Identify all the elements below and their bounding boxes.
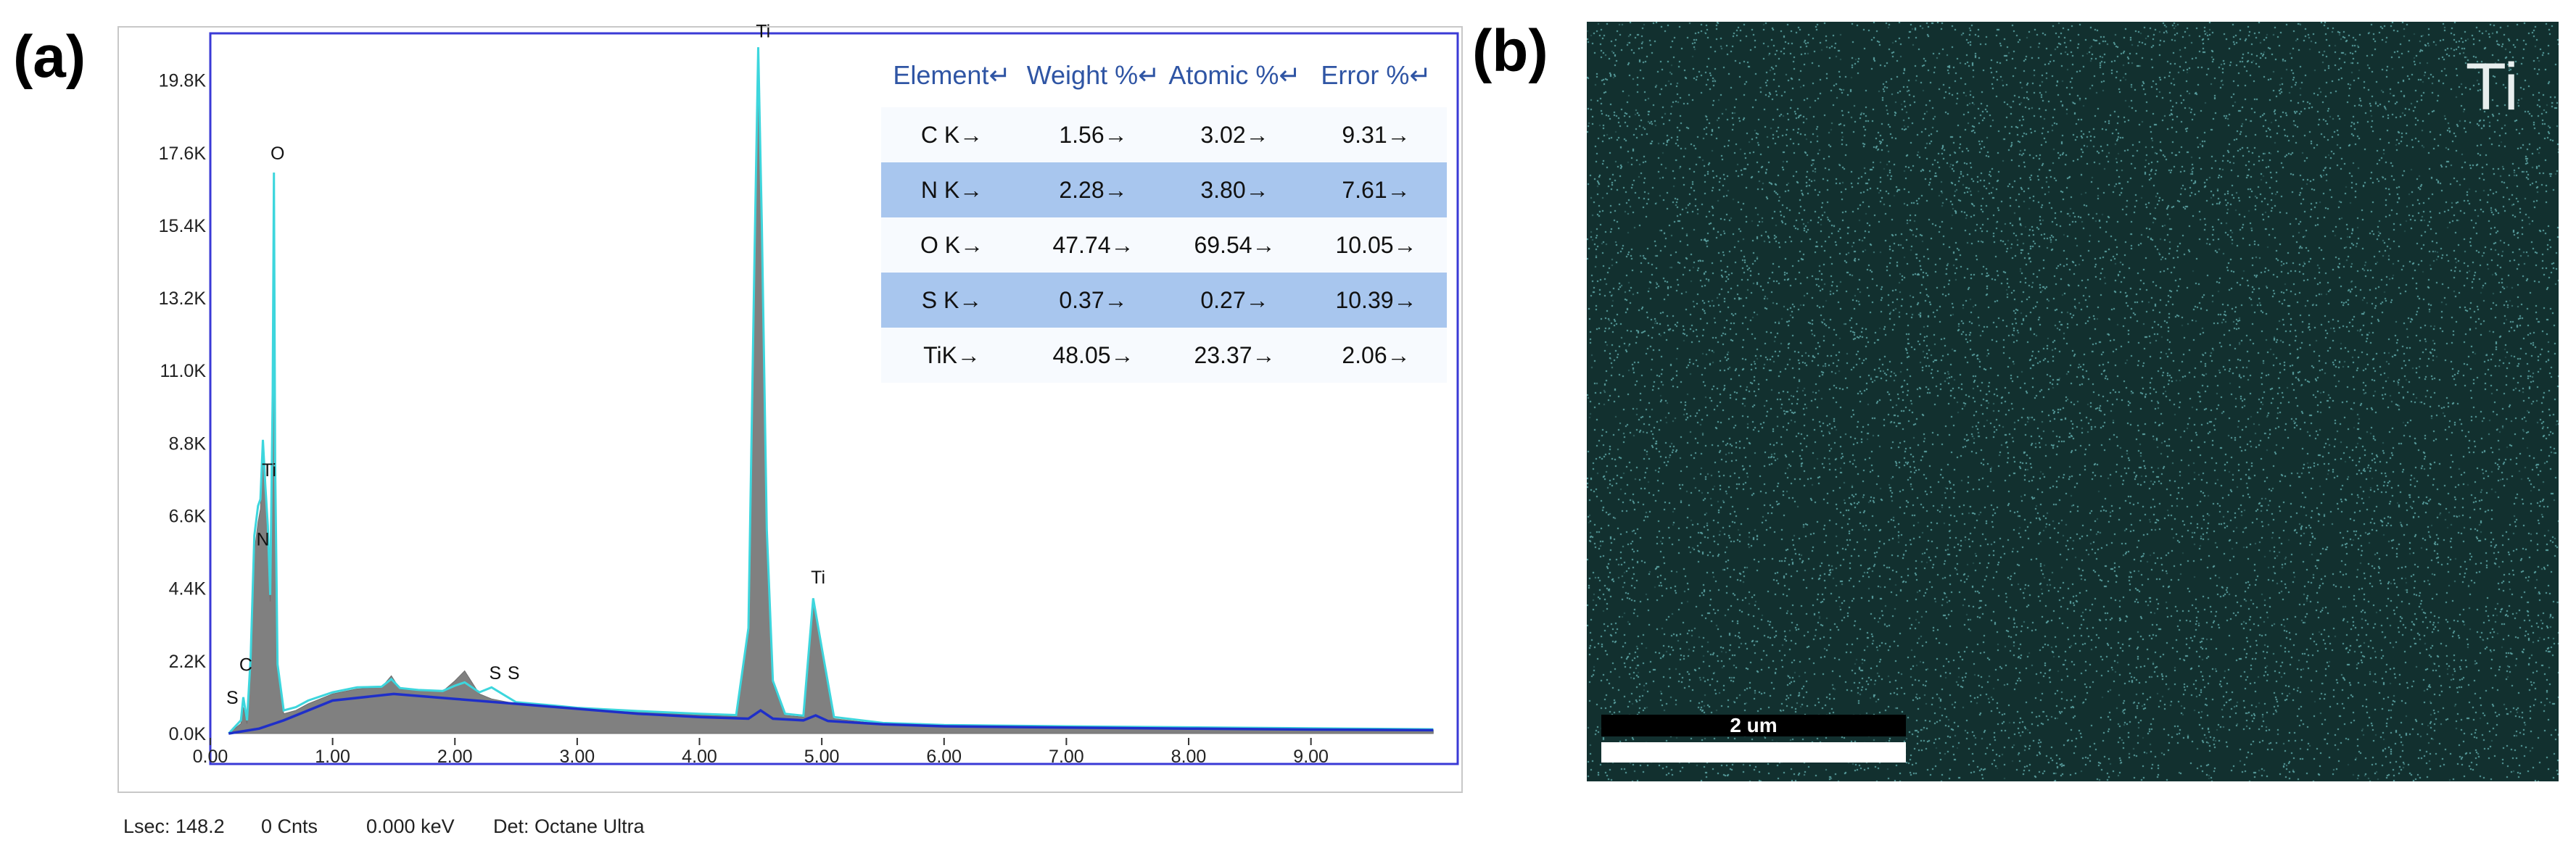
table-row: C K→ 1.56→ 3.02→ 9.31→ xyxy=(881,107,1447,162)
table-cell: 2.28→ xyxy=(1059,176,1128,203)
peak-label: N xyxy=(256,530,269,550)
peak-label: Ti xyxy=(756,21,770,41)
table-cell: 7.61→ xyxy=(1342,176,1411,203)
table-row: O K→ 47.74→ 69.54→ 10.05→ xyxy=(881,217,1447,273)
table-cell: 23.37→ xyxy=(1194,341,1276,368)
x-tick-label: 9.00 xyxy=(1293,747,1329,767)
table-cell: 9.31→ xyxy=(1342,121,1411,148)
table-row: TiK→ 48.05→ 23.37→ 2.06→ xyxy=(881,328,1447,383)
table-cell: TiK→ xyxy=(923,341,981,368)
status-detector: Det: Octane Ultra xyxy=(493,815,645,837)
peak-label: C xyxy=(239,655,252,676)
table-cell: 10.39→ xyxy=(1335,286,1417,313)
y-tick-label: 4.4K xyxy=(169,579,207,599)
spectrum-outline-series xyxy=(228,47,1434,735)
background-fit-series xyxy=(228,692,1434,735)
quantification-table: Element↵ Weight %↵ Atomic %↵ Error %↵ C … xyxy=(881,43,1447,383)
x-tick-label: 2.00 xyxy=(437,747,473,767)
peak-label: Ti xyxy=(262,460,276,481)
y-tick-label: 15.4K xyxy=(159,216,207,236)
y-tick-label: 6.6K xyxy=(169,507,207,527)
peak-label: O xyxy=(271,144,284,164)
x-tick-label: 3.00 xyxy=(560,747,595,767)
scale-bar-label: 2 um xyxy=(1601,715,1906,736)
map-image xyxy=(1587,22,2559,781)
table-cell: 47.74→ xyxy=(1052,231,1134,258)
y-tick-label: 19.8K xyxy=(159,71,207,91)
x-tick-label: 5.00 xyxy=(804,747,840,767)
table-cell: S K→ xyxy=(921,286,983,313)
table-cell: 69.54→ xyxy=(1194,231,1276,258)
panel-label-b: (b) xyxy=(1472,18,1548,84)
scale-bar: 2 um xyxy=(1601,715,1906,767)
table-cell: O K→ xyxy=(920,231,984,258)
y-tick-label: 8.8K xyxy=(169,433,207,454)
table-cell: N K→ xyxy=(920,176,983,203)
table-cell: 0.27→ xyxy=(1200,286,1269,313)
table-cell: 3.02→ xyxy=(1200,121,1269,148)
table-cell: 48.05→ xyxy=(1052,341,1134,368)
ti-element-map: Ti 2 um xyxy=(1587,22,2559,781)
x-tick-label: 6.00 xyxy=(926,747,962,767)
header-weight: Weight %↵ xyxy=(1026,60,1160,90)
map-element-label: Ti xyxy=(2465,50,2519,124)
header-element: Element↵ xyxy=(893,60,1011,90)
plot-area-border xyxy=(209,32,1459,765)
table-row: N K→ 2.28→ 3.80→ 7.61→ xyxy=(881,162,1447,217)
table-cell: 10.05→ xyxy=(1335,231,1417,258)
table-row: S K→ 0.37→ 0.27→ 10.39→ xyxy=(881,273,1447,328)
peak-label: Ti xyxy=(811,568,825,588)
x-tick-label: 4.00 xyxy=(682,747,717,767)
y-tick-label: 0.0K xyxy=(169,724,207,744)
table-cell: C K→ xyxy=(920,121,983,148)
status-energy: 0.000 keV xyxy=(366,815,455,837)
peak-label: S xyxy=(508,663,520,684)
x-tick-label: 8.00 xyxy=(1171,747,1207,767)
peak-label: S xyxy=(226,688,239,708)
header-error: Error %↵ xyxy=(1321,60,1432,90)
x-tick-label: 7.00 xyxy=(1049,747,1084,767)
table-cell: 0.37→ xyxy=(1059,286,1128,313)
header-atomic: Atomic %↵ xyxy=(1168,60,1301,90)
y-tick-label: 13.2K xyxy=(159,288,207,309)
x-tick-label: 1.00 xyxy=(315,747,350,767)
table-header: Element↵ Weight %↵ Atomic %↵ Error %↵ xyxy=(881,43,1447,107)
status-counts: 0 Cnts xyxy=(261,815,318,837)
table-cell: 1.56→ xyxy=(1059,121,1128,148)
peak-label: S xyxy=(490,663,502,684)
table-cell: 2.06→ xyxy=(1342,341,1411,368)
status-lsec: Lsec: 148.2 xyxy=(123,815,225,837)
scale-bar-line xyxy=(1601,742,1906,763)
y-tick-label: 11.0K xyxy=(160,361,207,381)
table-cell: 3.80→ xyxy=(1200,176,1269,203)
x-tick-label: 0.00 xyxy=(193,747,228,767)
y-tick-label: 2.2K xyxy=(169,652,207,672)
panel-label-a: (a) xyxy=(13,24,86,90)
y-tick-label: 17.6K xyxy=(159,144,207,164)
